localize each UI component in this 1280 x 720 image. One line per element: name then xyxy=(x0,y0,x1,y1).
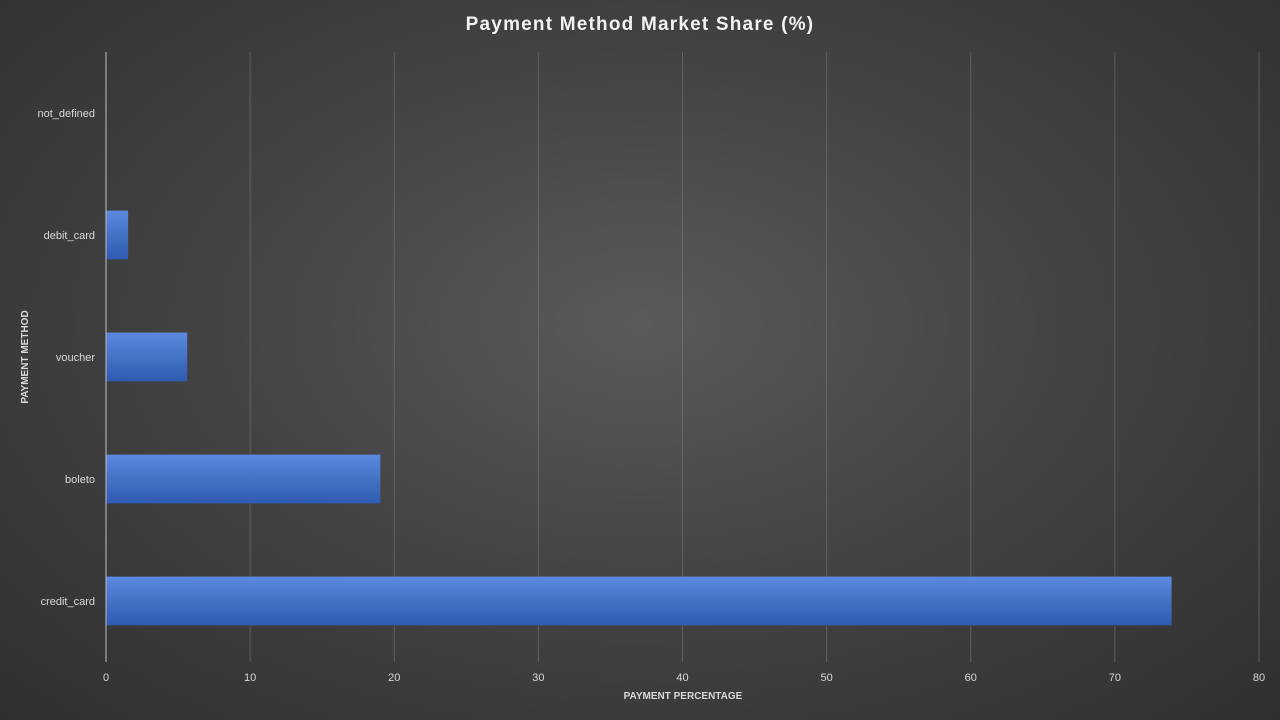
x-tick-label: 70 xyxy=(1109,672,1121,684)
x-tick-label: 80 xyxy=(1253,672,1265,684)
y-tick-label: not_defined xyxy=(38,108,96,120)
chart-title: Payment Method Market Share (%) xyxy=(466,14,815,35)
y-tick-label: debit_card xyxy=(44,230,95,242)
y-tick-label: boleto xyxy=(65,474,95,486)
x-tick-labels: 0 10 20 30 40 50 60 70 80 xyxy=(103,672,1265,684)
x-tick-label: 20 xyxy=(388,672,400,684)
x-tick-label: 0 xyxy=(103,672,109,684)
y-axis-title: PAYMENT METHOD xyxy=(20,310,31,403)
x-tick-label: 40 xyxy=(676,672,688,684)
x-axis-title: PAYMENT PERCENTAGE xyxy=(624,691,743,702)
bar-boleto xyxy=(106,454,381,504)
x-tick-label: 60 xyxy=(965,672,977,684)
x-tick-label: 50 xyxy=(821,672,833,684)
x-tick-label: 30 xyxy=(532,672,544,684)
bar-voucher xyxy=(106,332,188,382)
bar-credit_card xyxy=(106,576,1172,626)
x-tick-label: 10 xyxy=(244,672,256,684)
y-tick-label: credit_card xyxy=(41,596,95,608)
gridlines xyxy=(249,52,1260,662)
bar-debit_card xyxy=(106,210,129,260)
bars xyxy=(106,210,1172,626)
y-tick-label: voucher xyxy=(56,352,95,364)
